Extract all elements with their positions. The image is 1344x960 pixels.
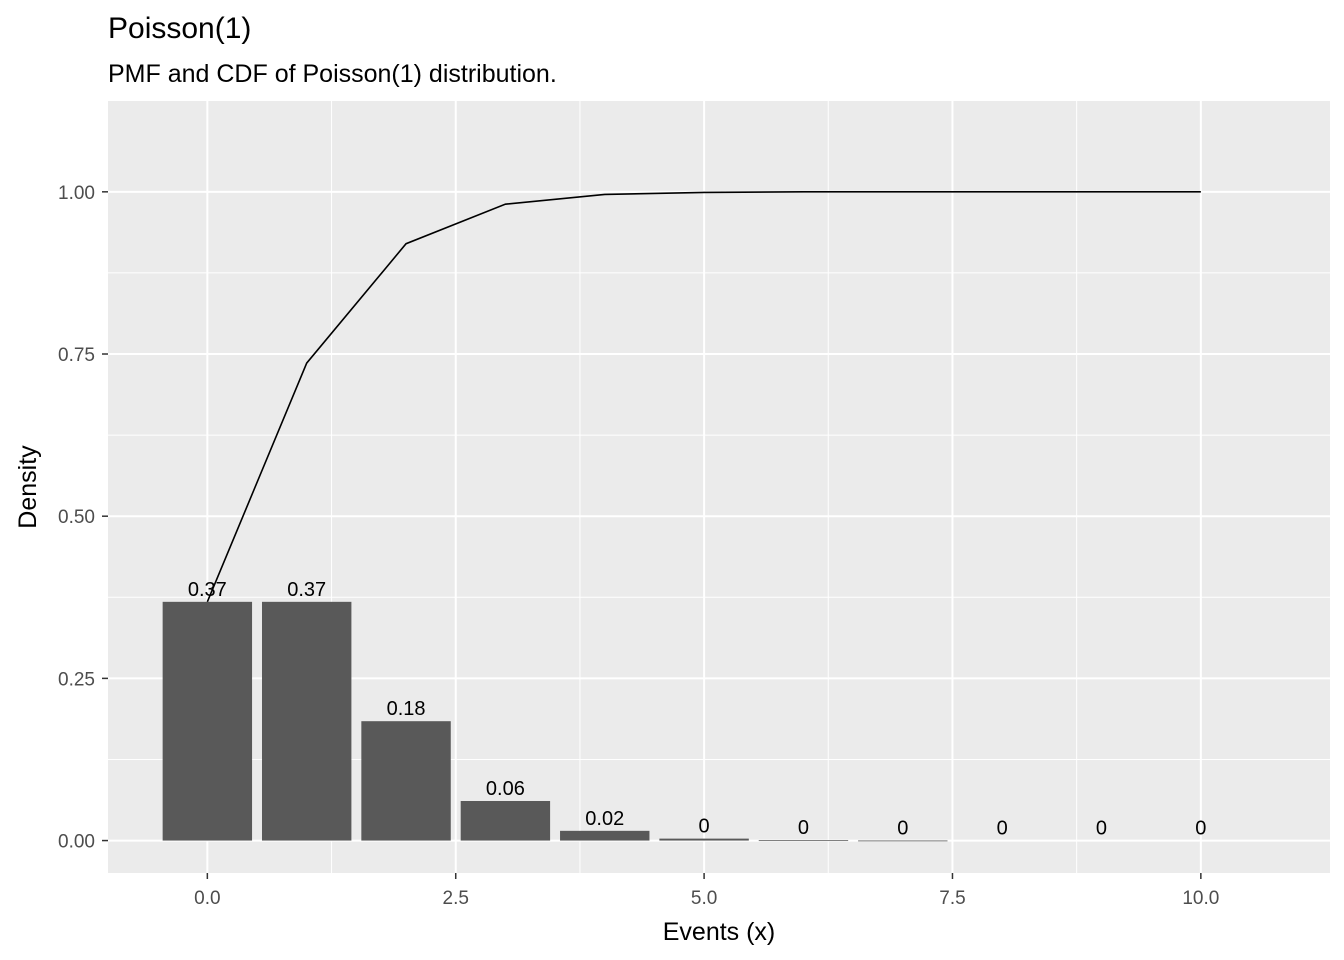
y-tick-label: 1.00 [58, 183, 95, 204]
pmf-bar-label: 0.37 [188, 579, 227, 601]
x-tick-label: 10.0 [1182, 888, 1219, 909]
pmf-bar-label: 0 [699, 816, 710, 838]
x-tick-label: 7.5 [939, 888, 965, 909]
pmf-bar [659, 838, 749, 841]
cdf-line [206, 191, 1201, 603]
x-tick-label: 0.0 [194, 888, 220, 909]
pmf-bar [858, 840, 948, 842]
pmf-bar [162, 601, 253, 841]
pmf-bar-labels: 0.37 0.37 0.18 0.06 0.02 0 0 0 0 0 0 [188, 579, 1207, 840]
pmf-bar-label: 0.37 [287, 579, 326, 601]
x-tick-label: 5.0 [691, 888, 717, 909]
y-axis-title: Density [14, 445, 42, 529]
chart-title: Poisson(1) [108, 12, 252, 45]
pmf-bar [361, 721, 451, 841]
y-tick-label: 0.75 [58, 345, 95, 366]
x-tick-label: 2.5 [443, 888, 469, 909]
pmf-bar-label: 0 [897, 817, 908, 839]
pmf-bar-label: 0 [1096, 818, 1107, 840]
pmf-bar-label: 0.18 [387, 698, 426, 720]
y-tick-label: 0.00 [58, 832, 95, 853]
y-tick-label: 0.25 [58, 669, 95, 690]
pmf-bar-label: 0 [997, 818, 1008, 840]
pmf-bar-label: 0.06 [486, 778, 525, 800]
pmf-bars [162, 601, 948, 842]
pmf-bar [758, 840, 849, 842]
pmf-bar [560, 830, 650, 841]
y-tick-label: 0.50 [58, 507, 95, 528]
y-axis-ticks: 0.00 0.25 0.50 0.75 1.00 [58, 183, 108, 853]
chart-subtitle: PMF and CDF of Poisson(1) distribution. [108, 60, 557, 88]
pmf-bar [261, 601, 352, 841]
pmf-bar-label: 0 [798, 817, 809, 839]
pmf-bar-label: 0 [1195, 818, 1206, 840]
x-axis-title: Events (x) [663, 918, 776, 946]
x-axis-ticks: 0.0 2.5 5.0 7.5 10.0 [194, 873, 1219, 909]
pmf-bar [460, 800, 551, 841]
pmf-bar-label: 0.02 [585, 808, 624, 830]
